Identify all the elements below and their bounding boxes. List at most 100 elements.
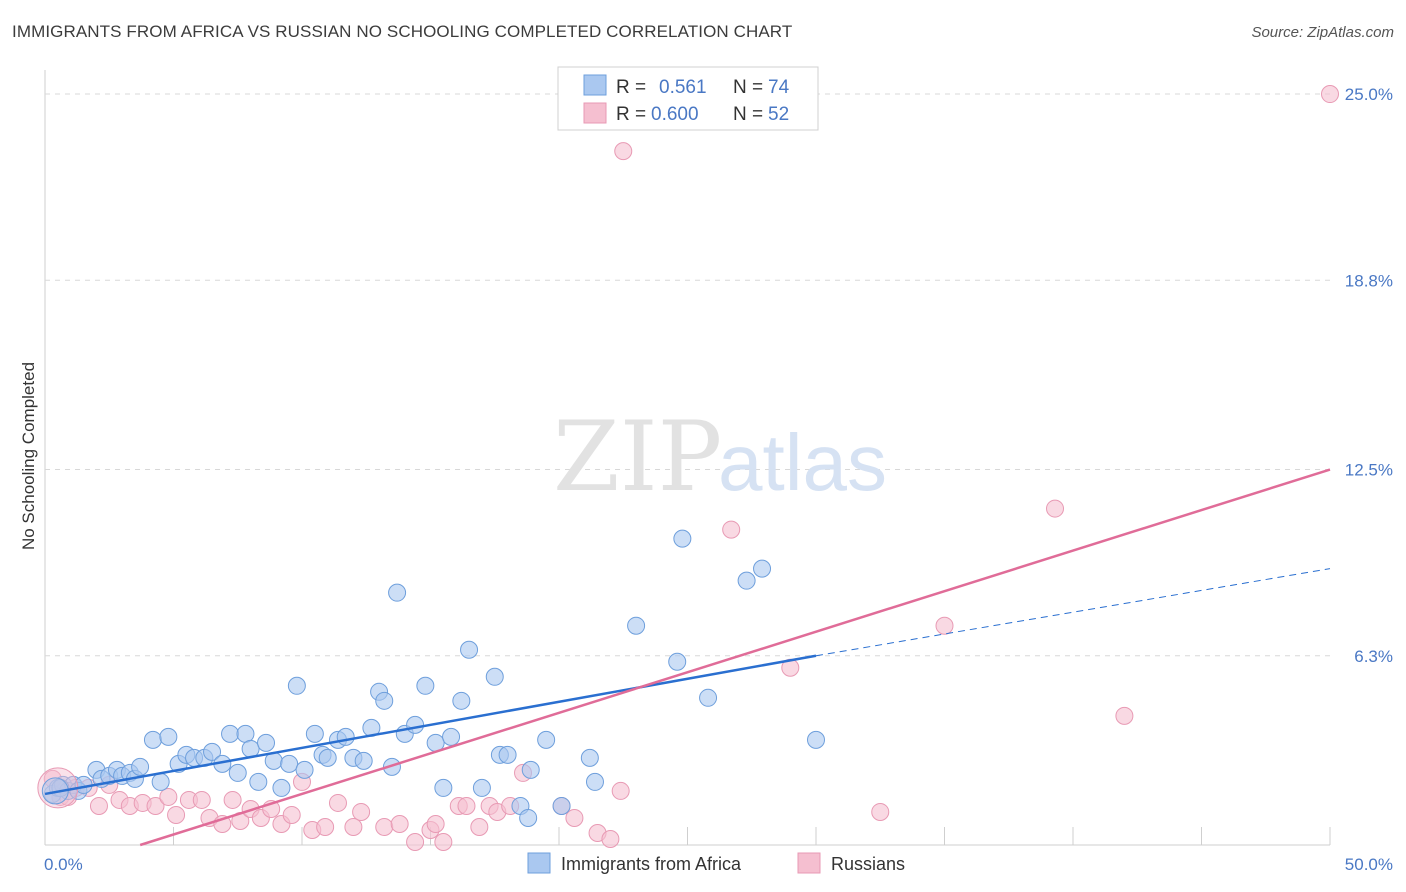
- bottom-legend-label-russians: Russians: [831, 854, 905, 874]
- africa-point-46: [388, 583, 407, 602]
- svg-text:ZIP: ZIP: [553, 401, 722, 513]
- africa-point-45: [382, 757, 401, 776]
- russians-point-48: [614, 142, 633, 161]
- africa-point-22: [203, 742, 222, 761]
- africa-point-14: [131, 757, 150, 776]
- africa-point-58: [498, 745, 517, 764]
- bottom-legend: Immigrants from Africa Russians: [527, 852, 905, 874]
- russians-trend-line: [139, 468, 1331, 847]
- bottom-legend-swatch-pink: [797, 852, 821, 874]
- africa-point-60: [519, 808, 538, 827]
- africa-point-65: [585, 772, 604, 791]
- bottom-legend-swatch-blue: [527, 852, 551, 874]
- africa-point-71: [753, 559, 772, 578]
- russians-point-52: [935, 616, 954, 635]
- russians-point-29: [352, 802, 371, 821]
- africa-point-72: [807, 730, 825, 749]
- zipatlas-watermark: ZIP atlas: [553, 401, 887, 513]
- africa-point-64: [580, 748, 599, 767]
- bottom-legend-label-africa: Immigrants from Africa: [561, 854, 742, 874]
- y-axis-label: No Schooling Completed: [19, 362, 38, 550]
- legend-r-value-2: 0.600: [651, 104, 699, 125]
- africa-point-48: [406, 715, 425, 734]
- africa-point-69: [699, 688, 718, 707]
- africa-point-33: [287, 676, 306, 695]
- y-tick-label-0: 6.3%: [1354, 647, 1393, 666]
- africa-point-49: [416, 676, 435, 695]
- africa-point-28: [249, 772, 268, 791]
- legend-r-label-2: R =: [616, 104, 646, 125]
- y-tick-label-3: 25.0%: [1345, 85, 1393, 104]
- africa-point-29: [257, 733, 276, 752]
- africa-trend-line: [44, 654, 817, 796]
- russians-point-32: [406, 832, 425, 851]
- africa-point-67: [668, 652, 687, 671]
- legend-n-value-2: 52: [768, 104, 789, 125]
- x-tick-label-1: 50.0%: [1345, 855, 1393, 874]
- africa-point-34: [295, 760, 314, 779]
- russians-point-55: [1321, 85, 1339, 104]
- africa-point-52: [442, 727, 461, 746]
- legend-n-label-1: N =: [733, 77, 763, 98]
- russians-point-5: [89, 796, 108, 815]
- axis-ticks: 6.3% 12.5% 18.8% 25.0% 0.0% 50.0%: [44, 85, 1393, 874]
- russians-point-47: [611, 781, 630, 800]
- africa-point-37: [318, 748, 337, 767]
- africa-point-15: [143, 730, 162, 749]
- africa-point-51: [434, 778, 453, 797]
- legend-r-value-1: 0.561: [659, 77, 707, 98]
- africa-point-63: [552, 796, 571, 815]
- africa-point-24: [221, 724, 240, 743]
- legend-r-label-1: R =: [616, 77, 646, 98]
- russians-point-14: [192, 790, 211, 809]
- russians-point-30: [375, 817, 394, 836]
- russians-point-44: [565, 808, 584, 827]
- russians-point-37: [457, 796, 476, 815]
- chart-title: IMMIGRANTS FROM AFRICA VS RUSSIAN NO SCH…: [12, 22, 793, 41]
- africa-point-16: [151, 772, 170, 791]
- legend-swatch-pink: [583, 102, 607, 124]
- africa-point-62: [537, 730, 556, 749]
- legend: R = 0.561 N = 74 R = 0.600 N = 52: [557, 66, 819, 131]
- russians-point-31: [390, 814, 409, 833]
- africa-point-32: [280, 754, 299, 773]
- russians-point-11: [159, 787, 178, 806]
- russians-point-26: [316, 817, 335, 836]
- legend-swatch-blue: [583, 74, 607, 96]
- russians-point-35: [434, 832, 453, 851]
- africa-point-53: [452, 691, 471, 710]
- africa-point-26: [236, 724, 255, 743]
- africa-point-66: [627, 616, 646, 635]
- russians-point-51: [871, 802, 890, 821]
- russians-point-23: [282, 805, 301, 824]
- russians-point-49: [722, 520, 741, 539]
- russians-point-10: [146, 796, 165, 815]
- chart-source: Source: ZipAtlas.com: [1251, 24, 1394, 41]
- russians-point-34: [426, 814, 445, 833]
- russians-point-12: [167, 805, 186, 824]
- africa-point-39: [336, 727, 355, 746]
- russians-point-38: [470, 817, 489, 836]
- africa-point-61: [521, 760, 540, 779]
- africa-point-44: [375, 691, 394, 710]
- africa-point-55: [472, 778, 491, 797]
- legend-n-value-1: 74: [768, 77, 790, 98]
- y-tick-label-2: 18.8%: [1345, 271, 1393, 290]
- russians-point-54: [1115, 706, 1134, 725]
- trend-lines: [44, 468, 1331, 847]
- africa-point-56: [485, 667, 504, 686]
- africa-point-25: [228, 763, 247, 782]
- africa-point-41: [354, 751, 373, 770]
- africa-point-31: [272, 778, 291, 797]
- africa-point-70: [737, 571, 756, 590]
- africa-point-17: [159, 727, 178, 746]
- africa-point-35: [305, 724, 324, 743]
- russians-point-46: [601, 829, 620, 848]
- africa-point-54: [460, 640, 479, 659]
- x-tick-label-0: 0.0%: [44, 855, 83, 874]
- y-tick-label-1: 12.5%: [1345, 461, 1393, 480]
- legend-n-label-2: N =: [733, 104, 763, 125]
- russians-point-53: [1046, 499, 1065, 518]
- africa-point-68: [673, 529, 692, 548]
